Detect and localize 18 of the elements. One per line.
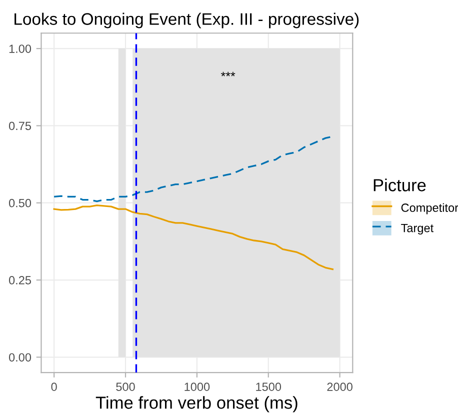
x-tick-label: 1500: [256, 382, 282, 391]
line-series: [53, 136, 334, 202]
y-tick-label: 1.00: [9, 44, 32, 53]
chart-title: Looks to Ongoing Event (Exp. III - progressive): [14, 12, 359, 28]
legend-label: Target: [401, 224, 434, 235]
legend-title: Picture: [374, 178, 426, 192]
y-tick-label: 0.75: [8, 122, 32, 130]
line-series: [53, 204, 334, 270]
x-tick-label: 500: [116, 382, 135, 391]
y-tick-label: 0.25: [8, 276, 32, 284]
x-tick-label: 2000: [327, 382, 352, 391]
y-tick-label: 0.50: [8, 198, 32, 208]
legend-label: Competitor: [401, 203, 458, 214]
x-axis-title: Time from verb onset (ms): [96, 396, 298, 412]
x-tick-label: 1000: [184, 382, 210, 391]
x-tick-label: 0: [51, 382, 57, 391]
annotation: ***: [220, 72, 236, 76]
y-tick-label: 0.00: [8, 353, 32, 362]
